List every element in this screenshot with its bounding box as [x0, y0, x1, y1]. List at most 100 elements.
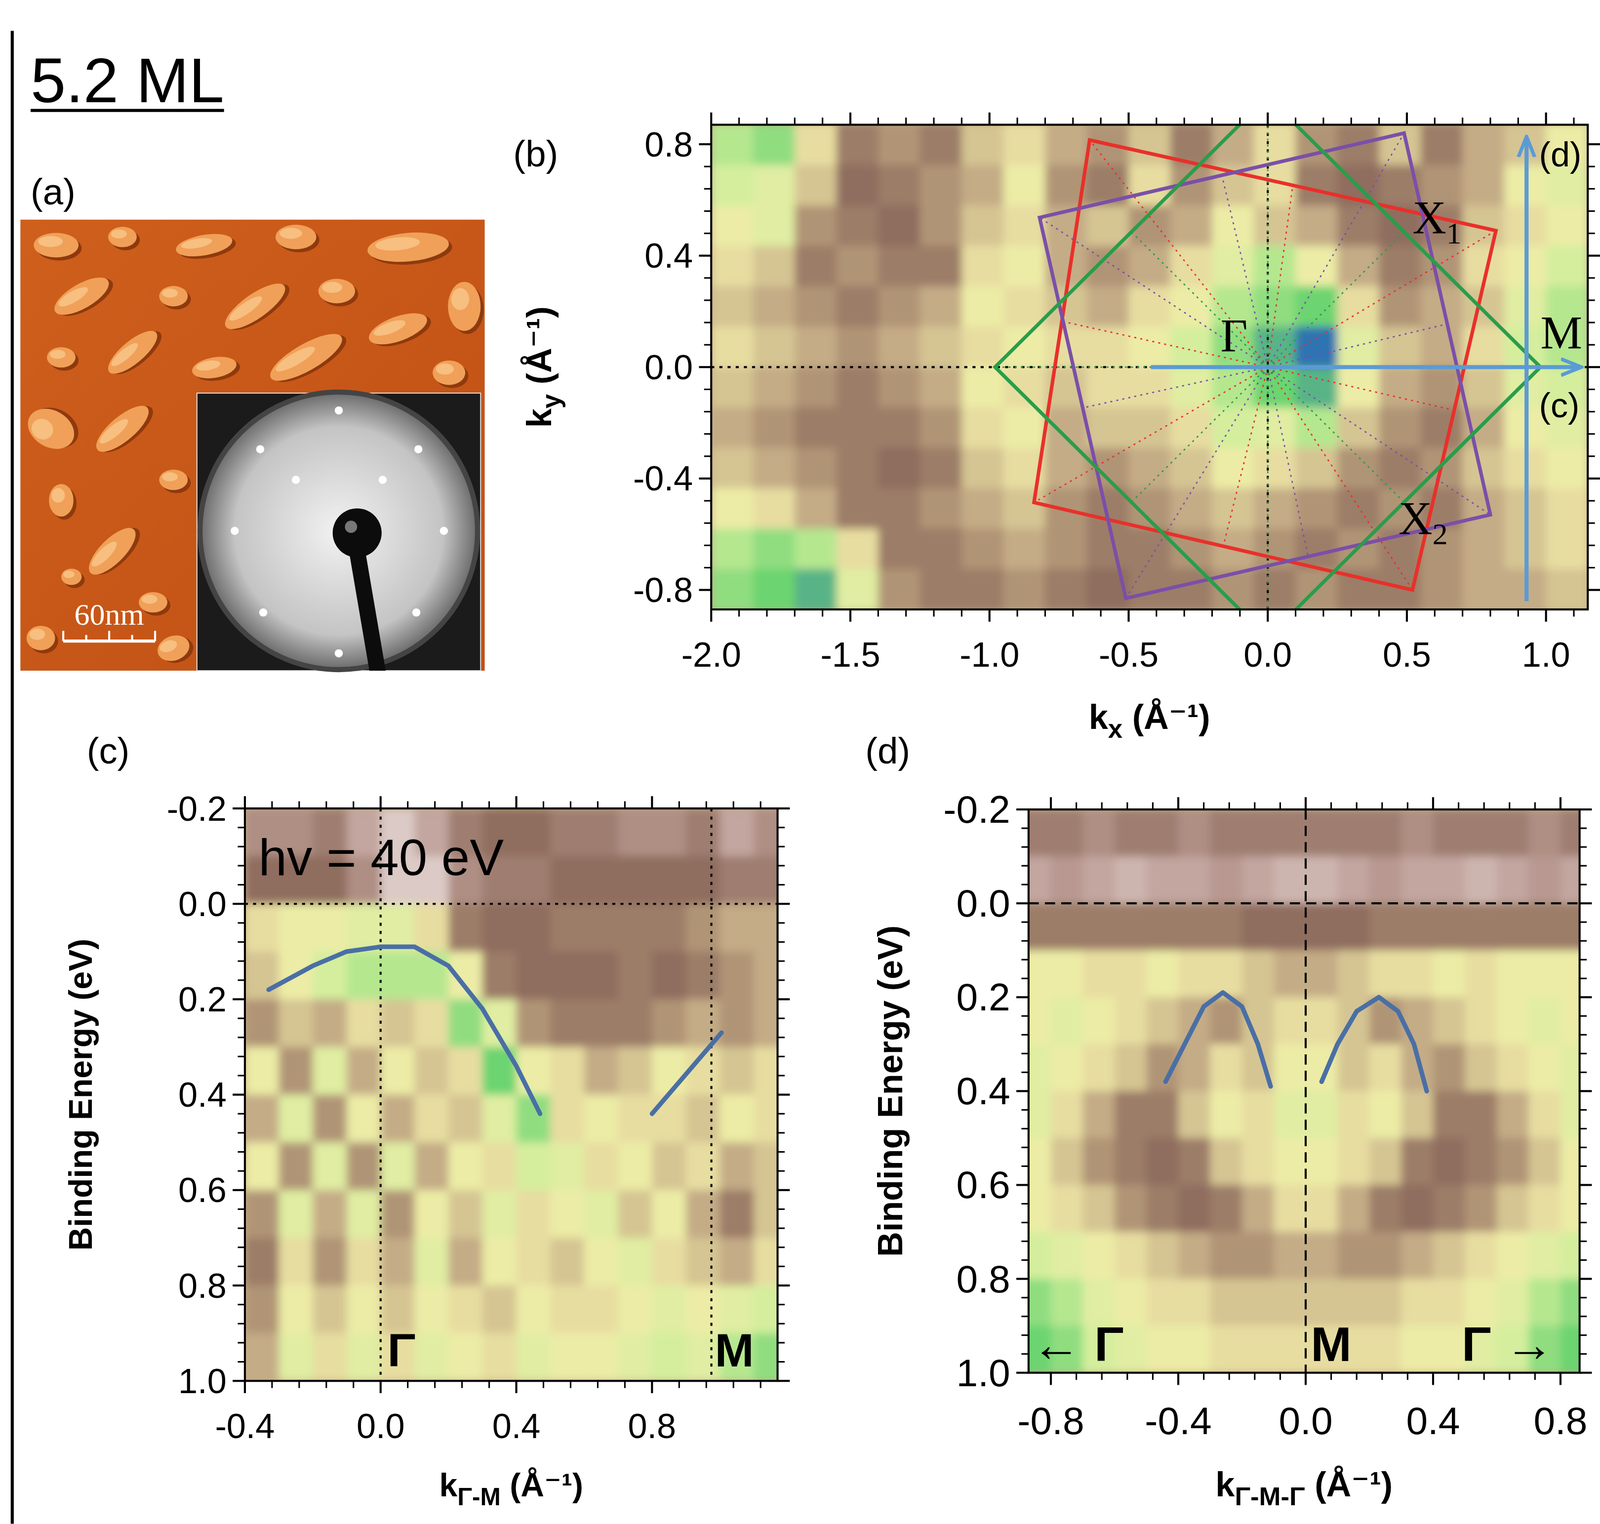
heatmap-cell	[1114, 997, 1148, 1045]
minor-tick	[434, 801, 436, 809]
minor-tick	[1330, 802, 1332, 810]
minor-tick	[237, 1074, 245, 1077]
minor-tick	[1021, 940, 1029, 942]
heatmap-cell	[836, 164, 880, 206]
heatmap-cell	[1560, 1232, 1580, 1280]
y-tick-label: 0.0	[178, 884, 227, 924]
heatmap-cell	[584, 903, 619, 953]
heatmap-cell	[1379, 407, 1422, 449]
heatmap-cell	[414, 1285, 449, 1334]
heatmap-cell	[312, 1046, 348, 1096]
heatmap-cell	[1028, 856, 1052, 904]
x-tick-label: 0.8	[628, 1406, 677, 1446]
minor-tick	[1253, 802, 1256, 810]
heatmap-cell	[482, 903, 518, 953]
x-tick	[515, 796, 518, 809]
minor-tick	[960, 609, 963, 617]
heatmap-cell	[414, 903, 449, 953]
heatmap-cell	[1114, 1137, 1148, 1186]
heatmap-cell	[312, 903, 348, 953]
minor-tick	[1126, 1372, 1128, 1380]
y-tick	[1016, 1089, 1029, 1092]
minor-tick	[777, 826, 785, 829]
minor-tick	[1183, 117, 1186, 125]
minor-tick	[406, 801, 409, 809]
heatmap-cell	[1003, 528, 1046, 570]
heatmap-cell	[1433, 1232, 1466, 1280]
heatmap-cell	[1464, 1137, 1498, 1186]
minor-tick	[765, 117, 768, 125]
x-tick-label: 0.0	[1278, 1399, 1333, 1443]
heatmap-cell	[1146, 1184, 1180, 1233]
heatmap-cell	[1128, 366, 1171, 408]
label-part: Γ	[387, 1323, 416, 1377]
heatmap-cell	[312, 1285, 348, 1334]
heatmap-cell	[1028, 1090, 1052, 1139]
heatmap-cell	[1128, 245, 1171, 287]
island	[48, 483, 74, 517]
axis-title-sub: Γ-M-Γ	[1234, 1481, 1305, 1511]
minor-tick	[1579, 1146, 1587, 1149]
heatmap-cell	[836, 366, 880, 408]
heatmap-cell	[448, 903, 483, 953]
heatmap-cell	[1369, 950, 1402, 998]
heatmap-cell	[794, 326, 838, 368]
heatmap-cell	[380, 1237, 416, 1286]
heatmap-cell	[1337, 856, 1370, 904]
heatmap-cell	[380, 951, 416, 1000]
heatmap-cell	[878, 568, 921, 610]
heatmap-cell	[1496, 809, 1530, 857]
heatmap-cell	[279, 1285, 314, 1334]
y-tick	[1016, 1183, 1029, 1186]
minor-tick	[597, 801, 599, 809]
y-tick	[698, 477, 712, 480]
axis-title-sub: x	[1108, 714, 1123, 744]
band-guide	[1165, 992, 1271, 1087]
heatmap-cell	[516, 1142, 552, 1191]
minor-tick	[1587, 433, 1595, 435]
y-tick-label: 0.8	[644, 124, 693, 164]
heatmap-cell	[482, 1094, 518, 1144]
minor-tick	[1579, 921, 1587, 923]
minor-tick	[1587, 210, 1595, 212]
heatmap-cell	[279, 999, 314, 1048]
heatmap-cell	[516, 808, 552, 857]
y-tick	[1579, 996, 1593, 999]
minor-tick	[325, 801, 327, 809]
heatmap-cell	[482, 1333, 518, 1382]
heatmap-cell	[920, 205, 963, 247]
minor-tick	[705, 801, 708, 809]
minor-tick	[237, 1360, 245, 1363]
heatmap-cell	[1028, 1043, 1052, 1092]
island	[174, 230, 235, 261]
heatmap-cell	[1560, 1090, 1580, 1139]
x-tick	[710, 112, 713, 125]
heatmap-cell	[794, 568, 838, 610]
minor-tick	[1072, 609, 1074, 617]
heatmap-cell	[961, 205, 1004, 247]
minor-tick	[237, 1036, 245, 1039]
leed-inset	[197, 392, 481, 671]
axis-title-part: (Å⁻¹)	[500, 1466, 584, 1504]
heatmap-cell	[1050, 1043, 1084, 1092]
heatmap-cell	[920, 568, 963, 610]
heatmap-cell	[244, 1333, 280, 1382]
heatmap-cell	[836, 407, 880, 449]
minor-tick	[1152, 1372, 1154, 1380]
minor-tick	[1072, 117, 1074, 125]
heatmap-cell	[1146, 1325, 1180, 1373]
heatmap-cell	[711, 245, 754, 287]
minor-tick	[1489, 117, 1491, 125]
heatmap-cell	[1546, 245, 1589, 287]
heatmap-cell	[1379, 124, 1422, 166]
y-tick	[698, 589, 712, 592]
island-highlight	[436, 363, 454, 375]
minor-tick	[932, 117, 935, 125]
minor-tick	[777, 1303, 785, 1306]
heatmap-cell	[720, 951, 755, 1000]
minor-tick	[1579, 1315, 1587, 1318]
reference-line	[1304, 809, 1307, 1373]
heatmap-cell	[448, 1333, 483, 1382]
heatmap-cell	[1003, 407, 1046, 449]
heatmap-cell	[1003, 164, 1046, 206]
